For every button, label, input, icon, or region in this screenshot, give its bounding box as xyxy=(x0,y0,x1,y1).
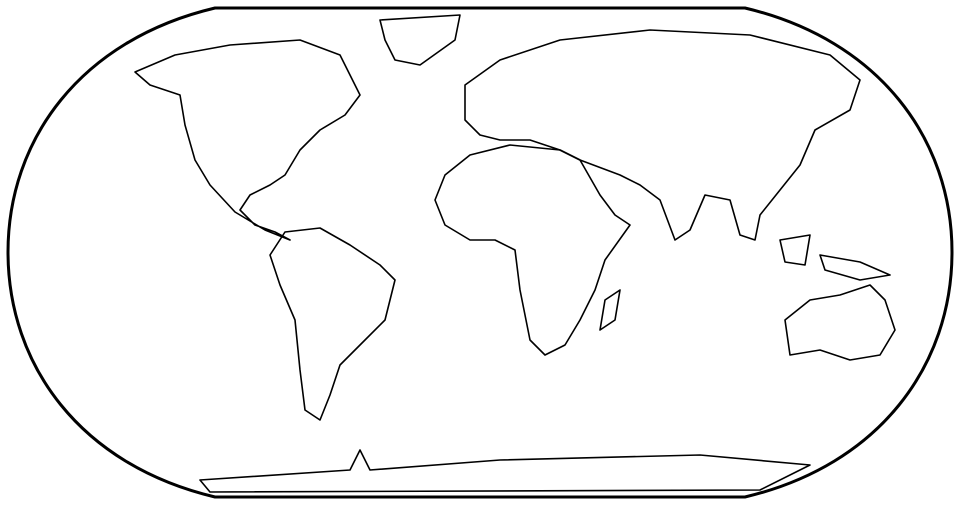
map-border xyxy=(6,6,954,499)
